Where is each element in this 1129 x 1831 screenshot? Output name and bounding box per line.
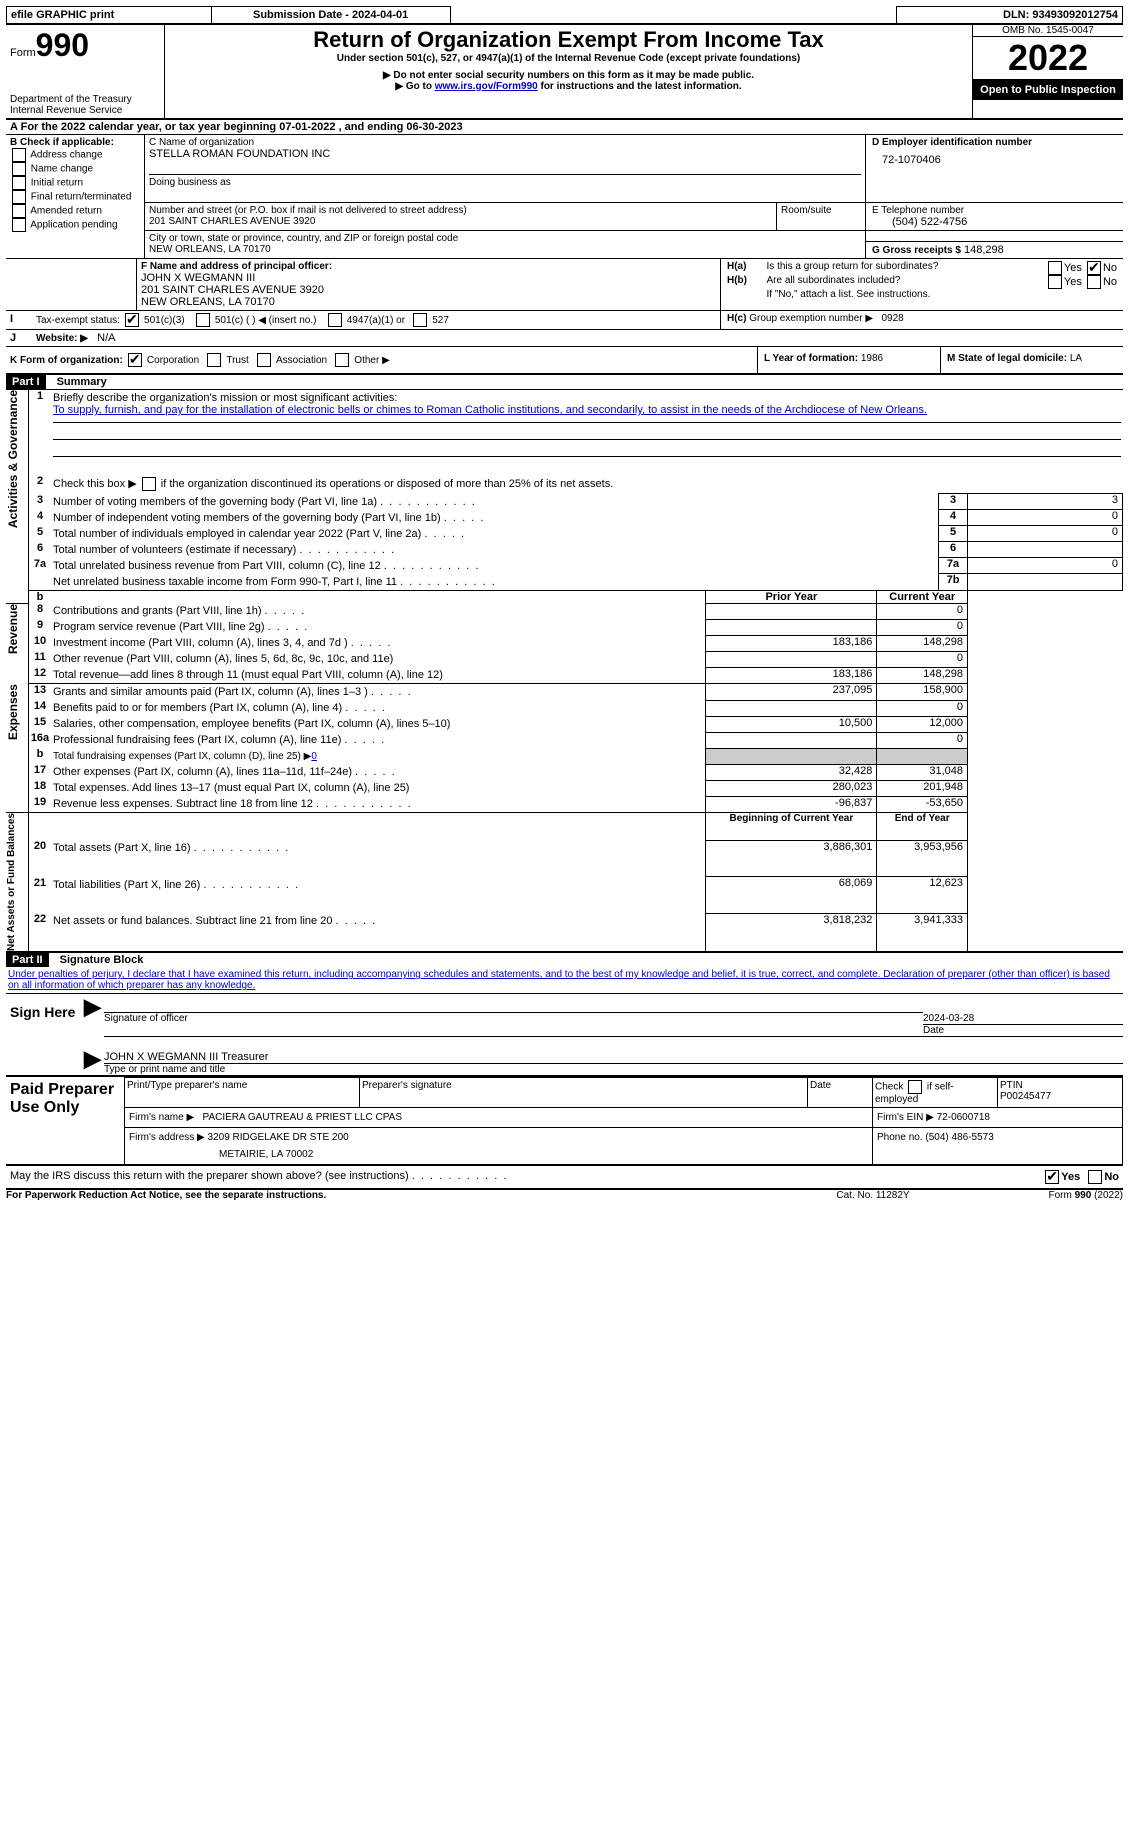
chk-4947[interactable]: [328, 313, 342, 327]
gross-label: G Gross receipts $: [872, 245, 961, 256]
dln: DLN: 93493092012754: [897, 7, 1123, 25]
fundraising-link[interactable]: 0: [311, 751, 317, 762]
ein-label: D Employer identification number: [872, 137, 1117, 148]
room-label: Room/suite: [777, 203, 866, 231]
form-number: 990: [36, 27, 89, 63]
chk-527[interactable]: [413, 313, 427, 327]
side-activities: Activities & Governance: [6, 390, 20, 528]
chk-self-employed[interactable]: [908, 1080, 922, 1094]
firm-name: PACIERA GAUTREAU & PRIEST LLC CPAS: [203, 1112, 403, 1123]
paid-preparer-block: Paid Preparer Use Only Print/Type prepar…: [6, 1077, 1123, 1166]
side-expenses: Expenses: [6, 684, 20, 740]
top-bar: efile GRAPHIC print Submission Date - 20…: [6, 6, 1123, 25]
chk-hb-yes[interactable]: [1048, 275, 1062, 289]
street-value: 201 SAINT CHARLES AVENUE 3920: [149, 216, 772, 227]
sign-here-label: Sign Here: [6, 994, 84, 1076]
form-label: Form: [10, 47, 36, 59]
submission-date: Submission Date - 2024-04-01: [211, 7, 450, 25]
officer-city: NEW ORLEANS, LA 70170: [141, 296, 716, 308]
tax-year: 2022: [973, 37, 1123, 80]
part2-header: Part II Signature Block: [6, 953, 1123, 967]
gross-value: 148,298: [964, 244, 1004, 256]
chk-other[interactable]: [335, 353, 349, 367]
form-subtitle: Under section 501(c), 527, or 4947(a)(1)…: [175, 53, 962, 64]
irs-link[interactable]: www.irs.gov/Form990: [435, 81, 538, 92]
street-label: Number and street (or P.O. box if mail i…: [149, 205, 772, 216]
org-name: STELLA ROMAN FOUNDATION INC: [149, 148, 861, 160]
city-value: NEW ORLEANS, LA 70170: [149, 244, 861, 255]
chk-discontinued[interactable]: [142, 477, 156, 491]
officer-street: 201 SAINT CHARLES AVENUE 3920: [141, 284, 716, 296]
mission-text[interactable]: To supply, furnish, and pay for the inst…: [53, 404, 927, 416]
efile-btn[interactable]: efile GRAPHIC print: [7, 7, 212, 25]
side-netassets: Net Assets or Fund Balances: [6, 813, 17, 951]
may-irs-row: May the IRS discuss this return with the…: [6, 1166, 1123, 1190]
footer-row: For Paperwork Reduction Act Notice, see …: [6, 1190, 1123, 1201]
chk-initial[interactable]: [12, 176, 26, 190]
sign-here-block: Sign Here ▶▶ Signature of officer 2024-0…: [6, 994, 1123, 1077]
officer-label: F Name and address of principal officer:: [141, 261, 716, 272]
chk-ha-yes[interactable]: [1048, 261, 1062, 275]
city-label: City or town, state or province, country…: [149, 233, 861, 244]
officer-group-block: F Name and address of principal officer:…: [6, 258, 1123, 310]
chk-ha-no[interactable]: [1087, 261, 1101, 275]
chk-amended[interactable]: [12, 204, 26, 218]
org-name-label: C Name of organization: [149, 137, 861, 148]
chk-trust[interactable]: [207, 353, 221, 367]
side-revenue: Revenue: [6, 604, 20, 654]
dba-label: Doing business as: [149, 174, 861, 188]
entity-block: B Check if applicable: Address change Na…: [6, 134, 1123, 258]
chk-discuss-no[interactable]: [1088, 1170, 1102, 1184]
dept-treasury: Department of the Treasury: [10, 94, 160, 105]
penalties-text[interactable]: Under penalties of perjury, I declare th…: [6, 967, 1123, 994]
chk-assoc[interactable]: [257, 353, 271, 367]
form-title: Return of Organization Exempt From Incom…: [175, 27, 962, 53]
chk-addr-change[interactable]: [12, 148, 26, 162]
row-a-period: A For the 2022 calendar year, or tax yea…: [6, 120, 1123, 134]
klm-row: K Form of organization: Corporation Trus…: [6, 346, 1123, 375]
chk-501c[interactable]: [196, 313, 210, 327]
chk-corp[interactable]: [128, 353, 142, 367]
note-goto: ▶ Go to www.irs.gov/Form990 for instruct…: [175, 81, 962, 92]
form-header: Form990 Department of the Treasury Inter…: [6, 25, 1123, 120]
summary-table: Activities & Governance 1 Briefly descri…: [6, 390, 1123, 953]
box-b-label: B Check if applicable:: [10, 137, 140, 148]
ein-value: 72-1070406: [882, 154, 1117, 166]
phone-value: (504) 522-4756: [892, 216, 1117, 228]
phone-label: E Telephone number: [872, 205, 1117, 216]
chk-501c3[interactable]: [125, 313, 139, 327]
open-inspection: Open to Public Inspection: [973, 80, 1123, 100]
officer-name: JOHN X WEGMANN III: [141, 272, 716, 284]
website-value: N/A: [97, 332, 115, 344]
status-rows: I Tax-exempt status: 501(c)(3) 501(c) ( …: [6, 310, 1123, 346]
chk-hb-no[interactable]: [1087, 275, 1101, 289]
chk-discuss-yes[interactable]: [1045, 1170, 1059, 1184]
chk-name-change[interactable]: [12, 162, 26, 176]
chk-final[interactable]: [12, 190, 26, 204]
chk-app-pending[interactable]: [12, 218, 26, 232]
officer-print-name: JOHN X WEGMANN III Treasurer: [104, 1051, 1123, 1063]
irs-label: Internal Revenue Service: [10, 105, 160, 116]
part1-header: Part I Summary: [6, 375, 1123, 390]
paid-preparer-label: Paid Preparer Use Only: [6, 1077, 125, 1165]
omb: OMB No. 1545-0047: [973, 25, 1123, 37]
note-ssn: ▶ Do not enter social security numbers o…: [175, 70, 962, 81]
